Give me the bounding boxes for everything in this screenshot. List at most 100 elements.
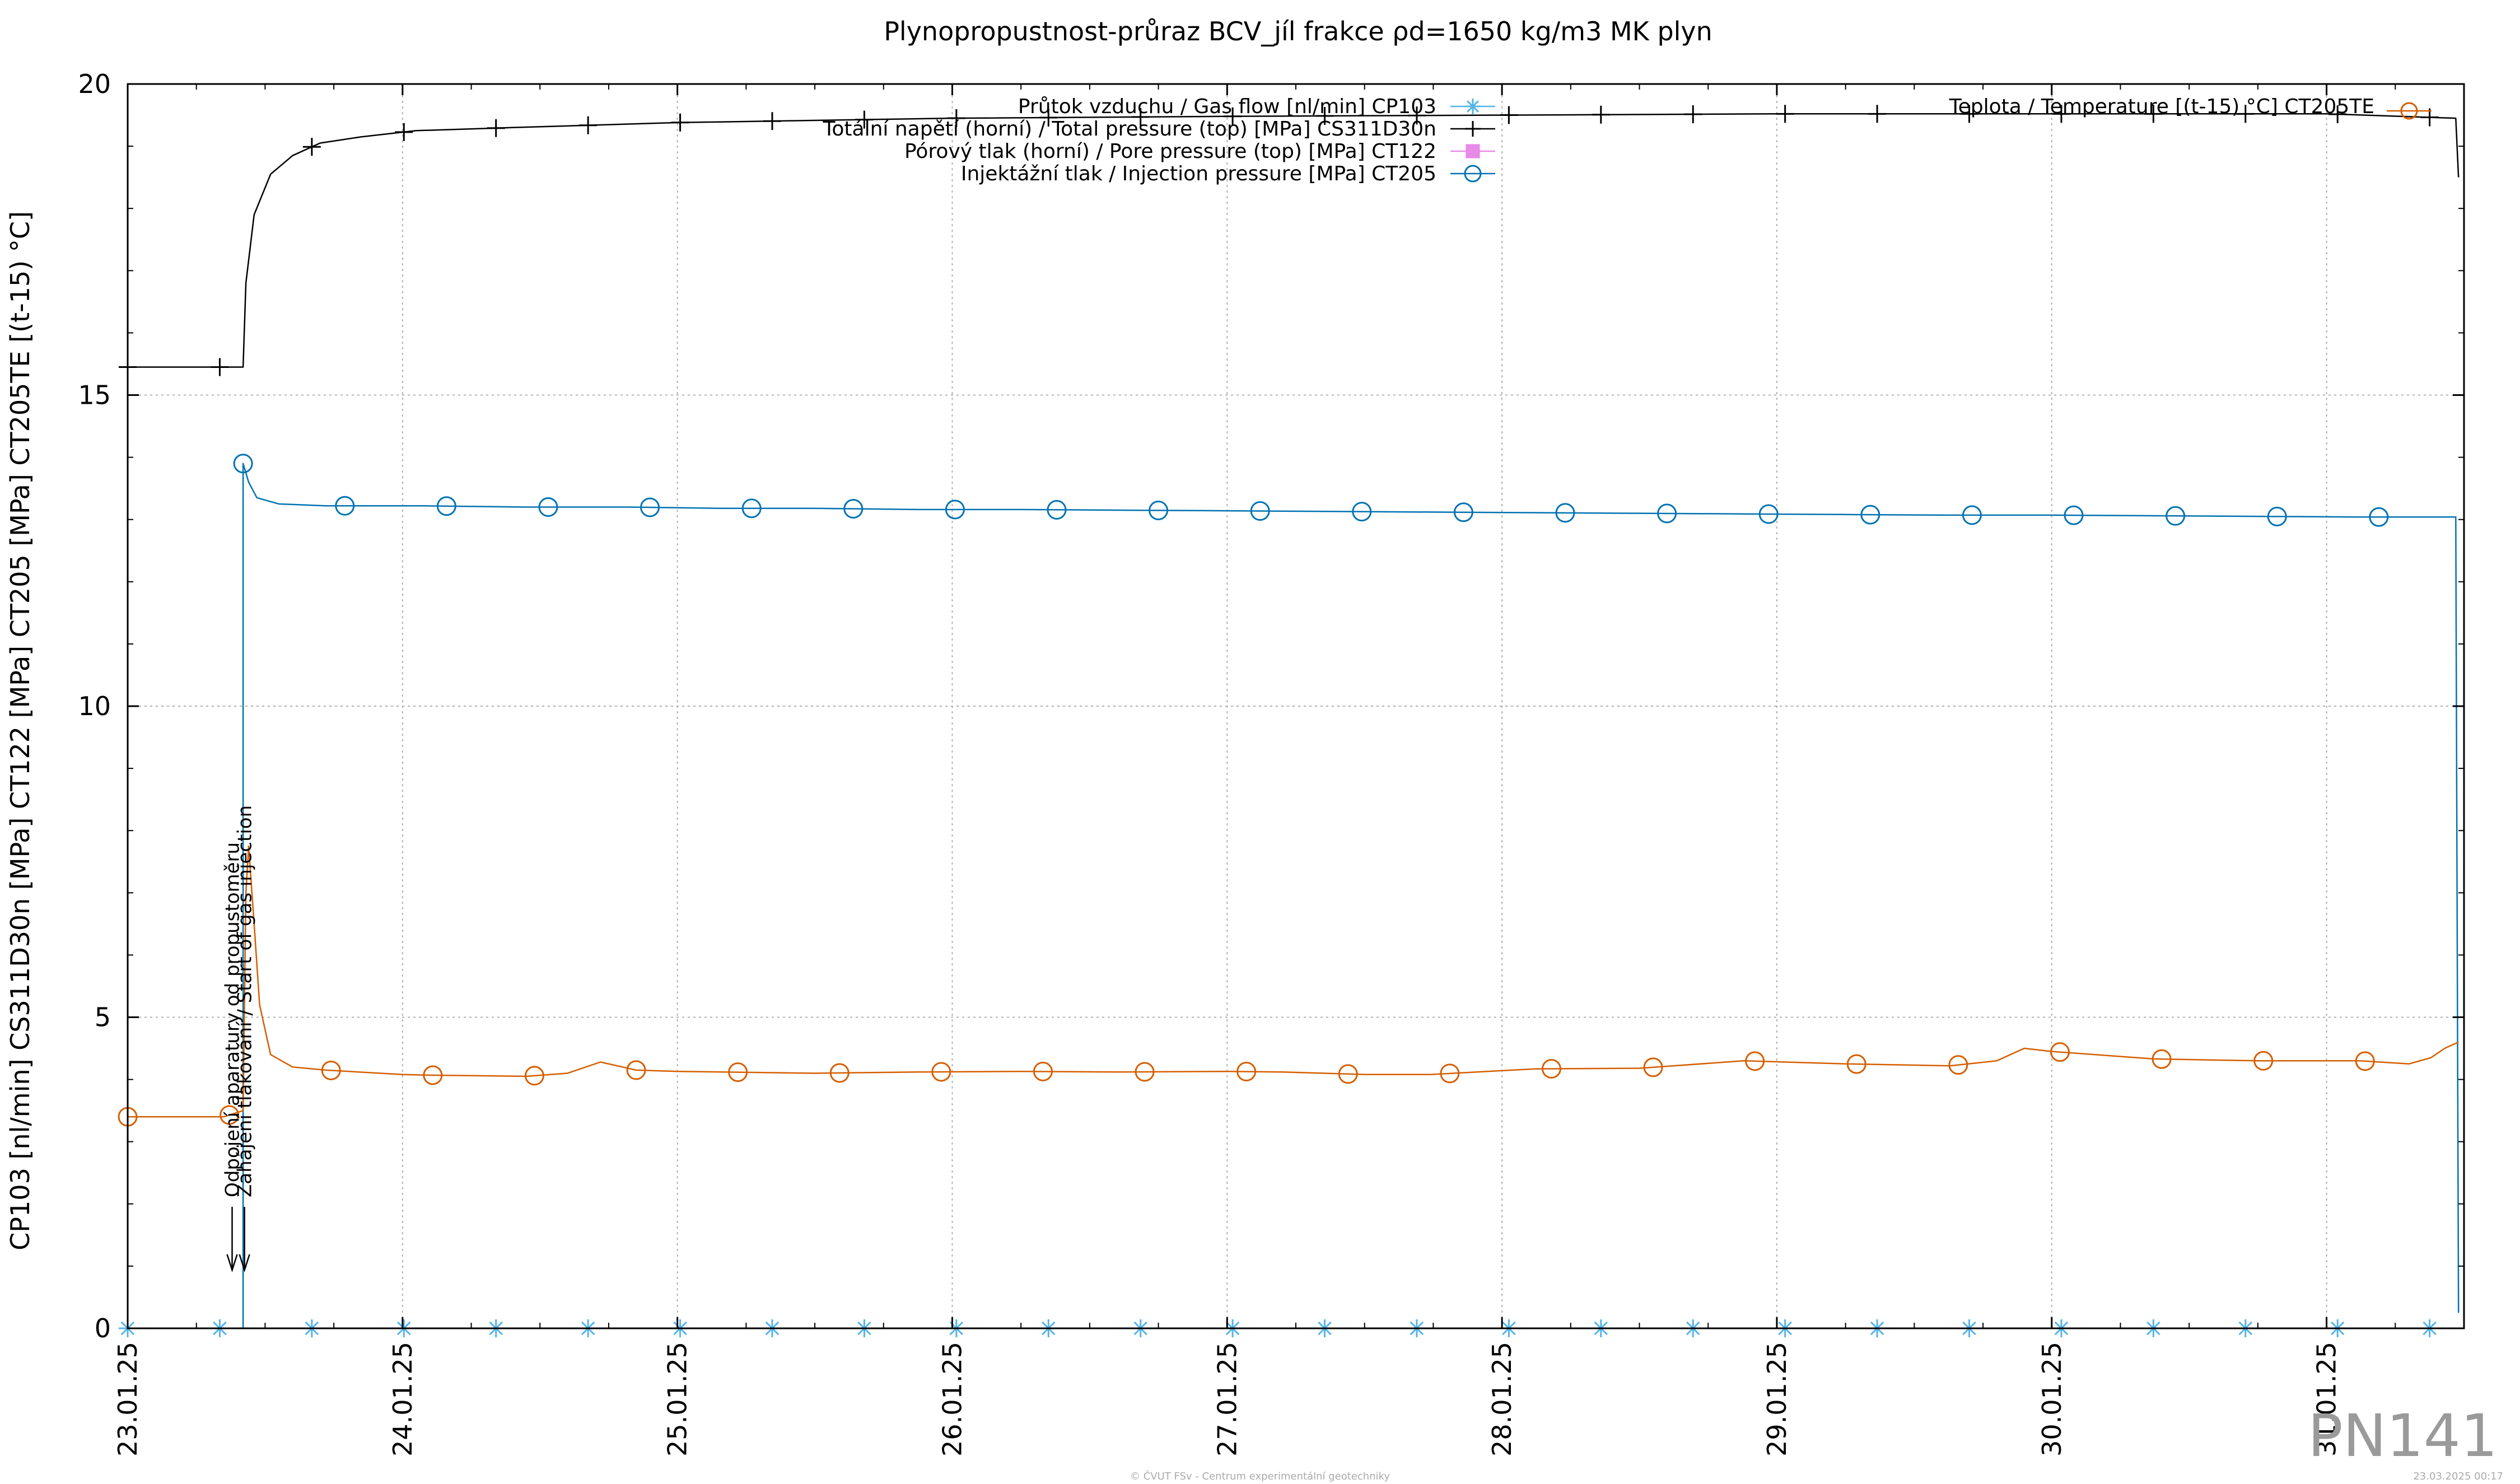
data-point-marker: [1776, 105, 1794, 123]
x-tick-label: 26.01.25: [937, 1342, 967, 1457]
data-point-marker: [1657, 503, 1677, 524]
y-axis-label: CP103 [nl/min] CS311D30n [MPa] CT122 [MP…: [5, 211, 35, 1250]
data-point-marker: [1131, 108, 1150, 126]
data-point-marker: [843, 499, 864, 519]
data-point-marker: [436, 496, 456, 516]
data-point-marker: [220, 1105, 240, 1125]
data-point-marker: [2369, 507, 2389, 527]
data-point-marker: [233, 454, 253, 474]
legend-label: Pórový tlak (horní) / Pore pressure (top…: [904, 140, 1436, 163]
data-point-marker: [2050, 1042, 2070, 1062]
data-point-marker: [1541, 1059, 1561, 1079]
data-point-marker: [579, 116, 598, 134]
legend-label: Totální napětí (horní) / Total pressure …: [823, 118, 1437, 141]
legend-label: Teplota / Temperature [(t-15) °C] CT205T…: [1949, 95, 2374, 118]
x-tick-label: 31.01.25: [2312, 1342, 2342, 1457]
data-point-marker: [947, 109, 965, 128]
data-point-marker: [1962, 505, 1982, 525]
data-point-marker: [640, 497, 660, 517]
series-markers-1: [119, 105, 2439, 376]
data-point-marker: [211, 358, 229, 376]
data-point-marker: [2152, 1049, 2172, 1069]
data-point-marker: [1948, 1055, 1968, 1075]
chart-title: Plynopropustnost-průraz BCV_jíl frakce ρ…: [884, 16, 1712, 46]
data-point-marker: [763, 112, 781, 130]
data-point-marker: [1860, 505, 1880, 525]
y-tick-label: 20: [78, 69, 111, 99]
data-point-marker: [1758, 504, 1779, 524]
data-point-marker: [1440, 1063, 1460, 1084]
data-point-marker: [2236, 105, 2255, 123]
legend-label: Průtok vzduchu / Gas flow [nl/min] CP103: [1018, 95, 1436, 118]
data-point-marker: [2267, 506, 2287, 526]
data-point-marker: [1643, 1057, 1663, 1077]
data-point-marker: [524, 1066, 544, 1086]
data-point-marker: [741, 498, 762, 519]
data-point-marker: [487, 119, 505, 137]
data-point-marker: [1039, 108, 1058, 127]
data-point-marker: [1315, 106, 1334, 125]
data-point-marker: [2166, 506, 2186, 526]
x-tick-label: 24.01.25: [388, 1342, 418, 1457]
data-point-marker: [1250, 501, 1270, 521]
series-markers-4: [118, 1042, 2375, 1127]
series-line-1: [128, 113, 2460, 368]
data-point-marker: [1224, 107, 1242, 125]
annotations: Odpojení aparatury od propustoměruZaháje…: [222, 805, 256, 1273]
y-tick-label: 0: [95, 1313, 111, 1343]
footer-credit: © ČVUT FSv - Centrum experimentální geot…: [1130, 1470, 1390, 1482]
data-point-marker: [829, 1063, 850, 1083]
data-point-marker: [1352, 502, 1372, 522]
data-point-marker: [2253, 1051, 2274, 1071]
data-point-marker: [2328, 105, 2347, 123]
data-point-marker: [2052, 105, 2070, 123]
data-point-marker: [423, 1065, 443, 1085]
series-line-3: [242, 463, 2460, 1328]
y-tick-label: 15: [78, 380, 111, 410]
annotation-arrowhead: [239, 1254, 250, 1273]
data-point-marker: [1960, 105, 1978, 123]
x-tick-label: 27.01.25: [1212, 1342, 1242, 1457]
data-point-marker: [321, 1060, 341, 1080]
y-tick-label: 10: [78, 691, 111, 721]
data-point-marker: [2144, 105, 2163, 123]
data-point-marker: [2355, 1051, 2375, 1071]
data-point-marker: [1033, 1061, 1053, 1081]
data-point-marker: [2400, 102, 2418, 120]
data-point-marker: [1135, 1062, 1155, 1082]
x-tick-label: 28.01.25: [1487, 1342, 1517, 1457]
data-point-marker: [1149, 500, 1169, 520]
data-point-marker: [1407, 106, 1426, 125]
data-point-marker: [945, 500, 965, 520]
data-point-marker: [1047, 500, 1067, 520]
data-point-marker: [855, 110, 874, 129]
data-point-marker: [1464, 165, 1482, 183]
data-point-marker: [1453, 502, 1473, 522]
legend: Průtok vzduchu / Gas flow [nl/min] CP103…: [823, 95, 2432, 185]
data-point-marker: [1684, 105, 1702, 124]
y-tick-label: 5: [95, 1002, 111, 1033]
data-point-marker: [335, 496, 355, 516]
data-point-marker: [626, 1060, 646, 1080]
series-markers-3: [233, 454, 2389, 527]
annotation-arrowhead: [226, 1254, 238, 1273]
data-point-marker: [1868, 105, 1887, 123]
data-point-marker: [1846, 1054, 1866, 1074]
data-point-marker: [1555, 503, 1575, 523]
x-tick-label: 30.01.25: [2037, 1342, 2067, 1457]
legend-label: Injektážní tlak / Injection pressure [MP…: [961, 162, 1436, 185]
data-point-marker: [538, 497, 558, 517]
data-point-marker: [728, 1062, 748, 1082]
watermark: PN141: [2308, 1402, 2498, 1470]
data-point-marker: [931, 1062, 951, 1082]
data-point-marker: [1592, 105, 1610, 124]
data-point-marker: [1466, 144, 1480, 158]
x-tick-label: 23.01.25: [113, 1342, 143, 1457]
annotation-text: Odpojení aparatury od propustoměru: [222, 842, 244, 1197]
data-point-marker: [1745, 1051, 1765, 1071]
data-point-marker: [671, 113, 689, 132]
axes: 0 5 10 15 20 23.01.25 24.01.25 25.01.25 26.01.25…: [78, 69, 2464, 1457]
data-point-marker: [2064, 505, 2084, 525]
annotation-text: Zahájení tlakování / Start of gas inject…: [234, 805, 256, 1197]
